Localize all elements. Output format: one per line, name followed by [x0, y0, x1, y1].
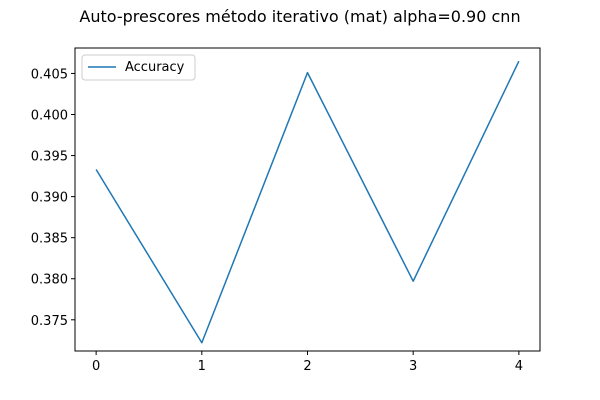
y-tick-label: 0.400: [31, 109, 68, 124]
y-tick-label: 0.385: [31, 232, 68, 247]
x-tick-label: 1: [198, 359, 206, 374]
x-tick-label: 4: [515, 359, 523, 374]
chart-title: Auto-prescores método iterativo (mat) al…: [79, 7, 520, 26]
legend: Accuracy: [81, 54, 196, 81]
legend-box: [81, 54, 196, 81]
y-tick-label: 0.395: [31, 150, 68, 165]
x-tick-label: 2: [303, 359, 311, 374]
y-tick-label: 0.380: [31, 273, 68, 288]
y-axis: 0.375 0.380 0.385 0.390 0.395 0.400 0.405: [31, 67, 75, 329]
series-line-accuracy: [95, 60, 520, 344]
y-tick-label: 0.405: [31, 67, 68, 82]
legend-label-accuracy: Accuracy: [125, 60, 185, 75]
plot-series: [95, 60, 520, 344]
x-tick-label: 3: [409, 359, 417, 374]
x-axis: 0 1 2 3 4: [92, 351, 523, 374]
plot-frame: [74, 47, 541, 352]
y-tick-label: 0.375: [31, 314, 68, 329]
x-tick-label: 0: [92, 359, 100, 374]
y-tick-label: 0.390: [31, 191, 68, 206]
